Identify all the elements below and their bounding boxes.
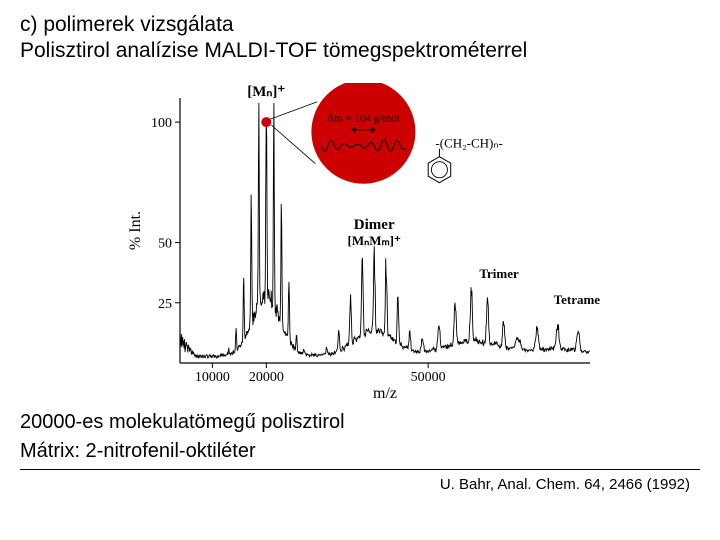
svg-text:50: 50 [158,236,172,251]
svg-text:[MₙMₘ]⁺: [MₙMₘ]⁺ [348,233,401,248]
svg-text:[Mₙ]⁺: [Mₙ]⁺ [247,84,285,100]
svg-text:100: 100 [151,116,172,131]
svg-text:20000: 20000 [249,370,284,385]
section-title: Polisztirol analízise MALDI-TOF tömegspe… [20,38,700,64]
caption-molecular-weight: 20000-es molekulatömegű polisztirol [20,411,700,434]
spectrum-chart: 25 50 100 10000 20000 50000 % Int. m/z Δm = 104 … [120,83,600,403]
section-letter: c) polimerek vizsgálata [20,12,700,38]
svg-text:Tetramer: Tetramer [554,292,600,307]
svg-text:% Int.: % Int. [127,210,144,249]
svg-text:-(CH₂-CH)ₙ-: -(CH₂-CH)ₙ- [435,135,502,150]
svg-text:50000: 50000 [411,370,446,385]
svg-text:m/z: m/z [373,385,397,402]
citation-text: U. Bahr, Anal. Chem. 64, 2466 (1992) [20,476,700,493]
svg-text:Trimer: Trimer [479,265,519,280]
caption-matrix: Mátrix: 2-nitrofenil-oktiléter [20,440,700,463]
svg-text:10000: 10000 [195,370,230,385]
divider [20,469,700,470]
svg-text:25: 25 [158,296,172,311]
svg-text:Δm = 104 g/mol: Δm = 104 g/mol [327,112,399,124]
svg-text:Dimer: Dimer [354,217,395,233]
